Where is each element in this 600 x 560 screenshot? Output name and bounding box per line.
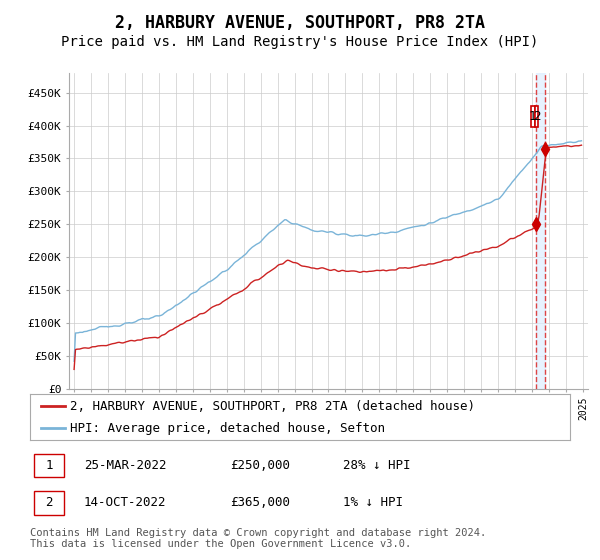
Bar: [531, 106, 535, 127]
Text: 14-OCT-2022: 14-OCT-2022: [84, 496, 167, 510]
Text: 28% ↓ HPI: 28% ↓ HPI: [343, 459, 410, 472]
Text: 1: 1: [529, 110, 536, 123]
Text: 2: 2: [533, 110, 540, 123]
FancyBboxPatch shape: [34, 454, 64, 478]
Text: 2, HARBURY AVENUE, SOUTHPORT, PR8 2TA (detached house): 2, HARBURY AVENUE, SOUTHPORT, PR8 2TA (d…: [71, 400, 476, 413]
Text: 2, HARBURY AVENUE, SOUTHPORT, PR8 2TA: 2, HARBURY AVENUE, SOUTHPORT, PR8 2TA: [115, 14, 485, 32]
Text: 2: 2: [46, 496, 53, 510]
Text: 1: 1: [46, 459, 53, 472]
Bar: [536, 73, 545, 389]
Text: Price paid vs. HM Land Registry's House Price Index (HPI): Price paid vs. HM Land Registry's House …: [61, 35, 539, 49]
Text: £250,000: £250,000: [230, 459, 290, 472]
Bar: [535, 106, 538, 127]
Text: 1% ↓ HPI: 1% ↓ HPI: [343, 496, 403, 510]
Text: Contains HM Land Registry data © Crown copyright and database right 2024.
This d: Contains HM Land Registry data © Crown c…: [30, 528, 486, 549]
Text: HPI: Average price, detached house, Sefton: HPI: Average price, detached house, Seft…: [71, 422, 386, 435]
Text: £365,000: £365,000: [230, 496, 290, 510]
FancyBboxPatch shape: [34, 491, 64, 515]
Text: 25-MAR-2022: 25-MAR-2022: [84, 459, 167, 472]
